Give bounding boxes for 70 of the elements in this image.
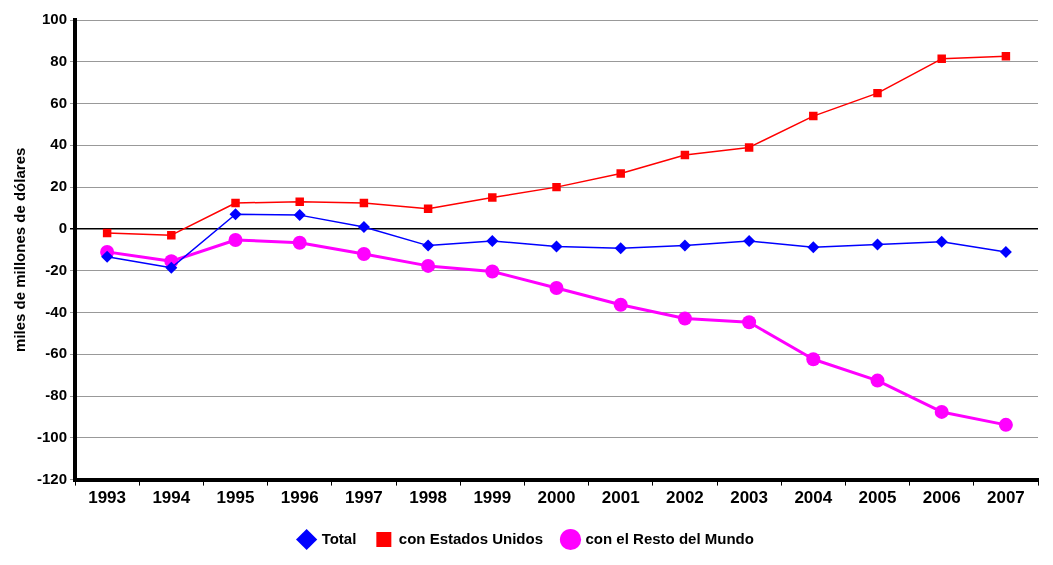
x-tick-label: 2002 <box>665 488 704 508</box>
x-tick-label: 2000 <box>537 488 576 508</box>
x-tick-label: 1996 <box>280 488 319 508</box>
point <box>998 417 1013 432</box>
point <box>935 235 948 248</box>
y-tick-label: 0 <box>58 219 68 237</box>
point <box>486 235 499 248</box>
point <box>356 246 371 261</box>
point <box>422 239 435 252</box>
point <box>421 258 436 273</box>
point <box>229 208 242 221</box>
point <box>293 209 306 222</box>
point <box>871 238 884 251</box>
y-tick-label: -60 <box>45 344 68 362</box>
point <box>167 230 176 240</box>
point <box>292 235 307 250</box>
x-tick-label: 2004 <box>794 488 833 508</box>
point <box>742 315 757 330</box>
point <box>937 54 946 64</box>
point <box>807 241 820 254</box>
point <box>999 245 1012 258</box>
legend-label: Total <box>321 529 357 547</box>
x-tick-label: 2003 <box>730 488 769 508</box>
y-tick-label: -40 <box>45 302 68 320</box>
x-tick-label: 2001 <box>601 488 640 508</box>
point <box>934 404 949 419</box>
y-axis-title: miles de millones de dólares <box>11 147 29 352</box>
point <box>485 264 500 279</box>
point <box>295 197 304 206</box>
y-tick-label: 40 <box>50 135 68 153</box>
y-tick-label: 100 <box>41 10 68 28</box>
x-tick-label: 2005 <box>858 488 897 508</box>
y-tick-label: 20 <box>50 177 68 195</box>
point <box>549 281 564 296</box>
point <box>744 143 754 152</box>
legend-label: con el Resto del Mundo <box>585 529 754 547</box>
y-tick-label: 80 <box>50 51 68 69</box>
point <box>677 311 692 326</box>
point <box>613 297 628 312</box>
x-tick-label: 1993 <box>88 488 127 508</box>
x-tick-label: 1995 <box>216 488 255 508</box>
point <box>616 169 625 178</box>
point <box>809 111 818 121</box>
point <box>357 221 370 234</box>
legend-label: con Estados Unidos <box>398 529 544 547</box>
point <box>552 182 561 192</box>
x-tick-label: 1997 <box>345 488 383 508</box>
y-tick-label: -120 <box>36 469 68 487</box>
y-tick-label: -100 <box>36 427 68 445</box>
y-tick-label: -80 <box>45 386 68 404</box>
point <box>870 373 885 388</box>
point <box>228 232 243 247</box>
point <box>101 250 114 263</box>
point <box>165 261 178 274</box>
point <box>678 239 691 252</box>
x-tick-label: 2007 <box>986 488 1025 508</box>
x-tick-label: 2006 <box>922 488 961 508</box>
point <box>488 193 497 202</box>
point <box>231 198 240 208</box>
x-tick-label: 1998 <box>409 488 448 508</box>
point <box>873 88 882 98</box>
point <box>614 242 627 255</box>
x-tick-label: 1999 <box>473 488 512 508</box>
point <box>806 352 821 367</box>
point <box>423 204 433 213</box>
point <box>743 235 756 248</box>
y-tick-label: -20 <box>45 260 68 278</box>
x-tick-label: 1994 <box>152 488 191 508</box>
y-tick-label: 60 <box>50 93 68 111</box>
point <box>550 240 563 253</box>
